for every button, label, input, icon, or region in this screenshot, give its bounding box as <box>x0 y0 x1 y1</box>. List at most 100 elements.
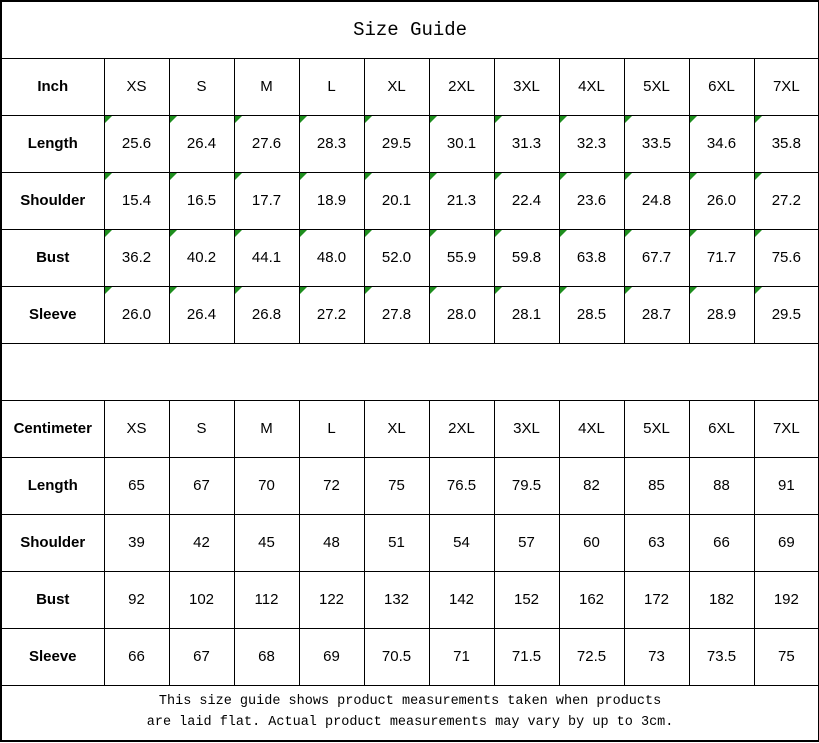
green-corner-marker <box>495 116 502 123</box>
size-value-cell: 30.1 <box>428 114 495 173</box>
size-value-cell: 21.3 <box>428 171 495 230</box>
size-value-cell: 63 <box>623 513 690 572</box>
size-value-cell: 33.5 <box>623 114 690 173</box>
size-value-cell: 32.3 <box>558 114 625 173</box>
cell-value: XS <box>126 420 147 437</box>
cell-value: 142 <box>448 591 475 608</box>
green-corner-marker <box>105 287 112 294</box>
inch-length-row: Length 25.6 26.4 27.6 28.3 29.5 30.1 31.3 32.3 3… <box>0 114 819 173</box>
size-value-cell: 67 <box>168 627 235 686</box>
size-value-cell: L <box>298 399 365 458</box>
size-value-cell: 48 <box>298 513 365 572</box>
size-value-cell: 132 <box>363 570 430 629</box>
size-value-cell: 36.2 <box>103 228 170 287</box>
size-value-cell: M <box>233 399 300 458</box>
cell-value: 7XL <box>772 78 800 95</box>
cell-value: S <box>196 78 207 95</box>
cell-value: 55.9 <box>446 249 477 266</box>
cell-value: XL <box>387 78 406 95</box>
size-value-cell: 73.5 <box>688 627 755 686</box>
size-value-cell: 27.2 <box>753 171 819 230</box>
size-value-cell: 7XL <box>753 57 819 116</box>
green-corner-marker <box>105 173 112 180</box>
size-value-cell: 92 <box>103 570 170 629</box>
green-corner-marker <box>625 287 632 294</box>
cell-value: 69 <box>777 534 795 551</box>
size-value-cell: 112 <box>233 570 300 629</box>
size-value-cell: 15.4 <box>103 171 170 230</box>
size-value-cell: 27.6 <box>233 114 300 173</box>
cell-value: 91 <box>777 477 795 494</box>
size-value-cell: 17.7 <box>233 171 300 230</box>
size-value-cell: L <box>298 57 365 116</box>
cell-value: 26.8 <box>251 306 282 323</box>
size-value-cell: 69 <box>753 513 819 572</box>
cell-value: 3XL <box>513 420 540 437</box>
cell-value: 82 <box>583 477 600 494</box>
cell-value: 5XL <box>643 78 670 95</box>
green-corner-marker <box>560 287 567 294</box>
size-value-cell: 75.6 <box>753 228 819 287</box>
green-corner-marker <box>755 230 762 237</box>
size-value-cell: 59.8 <box>493 228 560 287</box>
cell-value: 28.3 <box>316 135 347 152</box>
green-corner-marker <box>690 230 697 237</box>
cell-value: M <box>260 78 273 95</box>
inch-sleeve-label: Sleeve <box>0 285 105 344</box>
size-value-cell: 44.1 <box>233 228 300 287</box>
cell-value: 51 <box>388 534 405 551</box>
cell-value: 6XL <box>708 78 735 95</box>
size-value-cell: 57 <box>493 513 560 572</box>
green-corner-marker <box>300 116 307 123</box>
green-corner-marker <box>300 230 307 237</box>
size-value-cell: 72.5 <box>558 627 625 686</box>
green-corner-marker <box>495 173 502 180</box>
size-value-cell: 172 <box>623 570 690 629</box>
green-corner-marker <box>625 230 632 237</box>
green-corner-marker <box>235 116 242 123</box>
green-corner-marker <box>430 287 437 294</box>
cell-value: 75 <box>388 477 405 494</box>
cell-value: 132 <box>383 591 410 608</box>
cell-value: 42 <box>193 534 210 551</box>
size-value-cell: 18.9 <box>298 171 365 230</box>
green-corner-marker <box>560 116 567 123</box>
cell-value: M <box>260 420 273 437</box>
size-value-cell: 39 <box>103 513 170 572</box>
size-value-cell: 35.8 <box>753 114 819 173</box>
size-value-cell: 182 <box>688 570 755 629</box>
cell-value: 17.7 <box>251 192 282 209</box>
cell-value: 72.5 <box>576 648 607 665</box>
centimeter-shoulder-label: Shoulder <box>0 513 105 572</box>
cell-value: 26.4 <box>186 306 217 323</box>
centimeter-length-label: Length <box>0 456 105 515</box>
cell-value: 44.1 <box>251 249 282 266</box>
cell-value: 39 <box>128 534 145 551</box>
size-value-cell: 26.4 <box>168 114 235 173</box>
size-value-cell: 6XL <box>688 57 755 116</box>
inch-sleeve-row: Sleeve 26.0 26.4 26.8 27.2 27.8 28.0 28.1 28.5 2… <box>0 285 819 344</box>
cell-value: 20.1 <box>381 192 412 209</box>
size-value-cell: 5XL <box>623 399 690 458</box>
centimeter-sleeve-label: Sleeve <box>0 627 105 686</box>
cell-value: 32.3 <box>576 135 607 152</box>
size-value-cell: 71.5 <box>493 627 560 686</box>
size-value-cell: 70 <box>233 456 300 515</box>
green-corner-marker <box>690 287 697 294</box>
size-value-cell: 55.9 <box>428 228 495 287</box>
cell-value: S <box>196 420 207 437</box>
size-value-cell: 28.9 <box>688 285 755 344</box>
cell-value: 29.5 <box>381 135 412 152</box>
size-value-cell: 72 <box>298 456 365 515</box>
cell-value: 63 <box>648 534 665 551</box>
green-corner-marker <box>560 230 567 237</box>
size-value-cell: 28.0 <box>428 285 495 344</box>
size-value-cell: 28.5 <box>558 285 625 344</box>
size-value-cell: 73 <box>623 627 690 686</box>
cell-value: 63.8 <box>576 249 607 266</box>
green-corner-marker <box>235 230 242 237</box>
size-value-cell: 4XL <box>558 399 625 458</box>
size-value-cell: 65 <box>103 456 170 515</box>
green-corner-marker <box>690 116 697 123</box>
